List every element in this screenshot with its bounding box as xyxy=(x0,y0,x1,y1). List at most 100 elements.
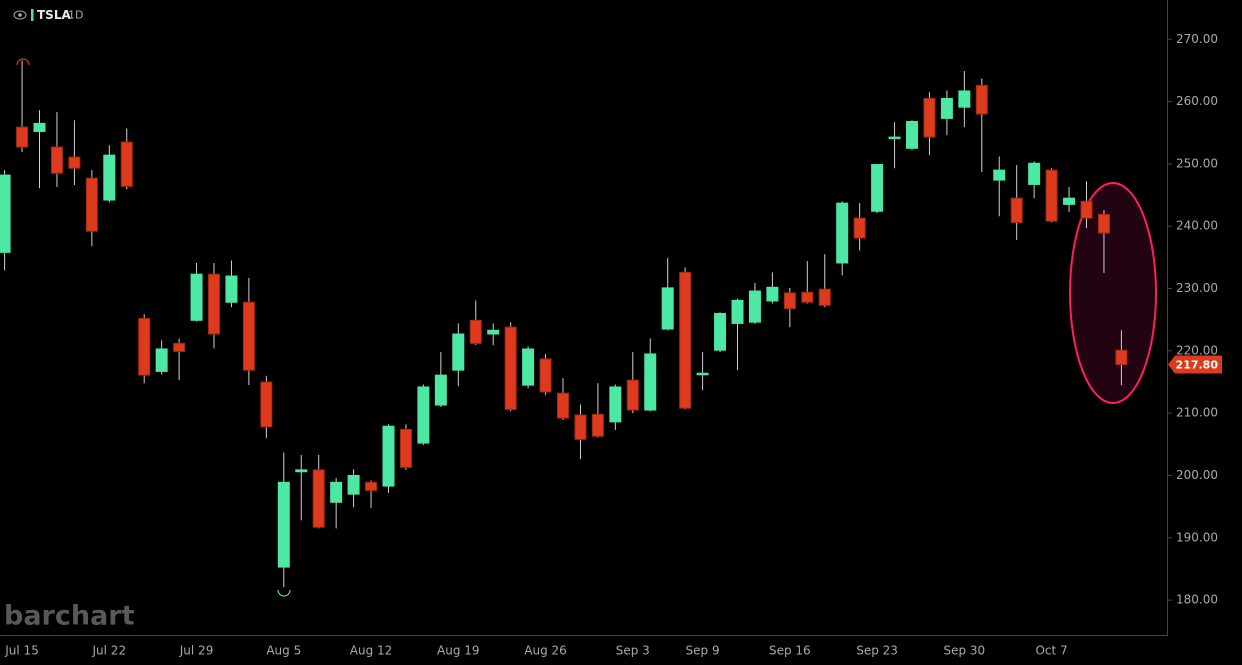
candle-body xyxy=(330,481,343,503)
y-tick-label: 220.00 xyxy=(1176,343,1218,357)
candle-body xyxy=(539,358,552,393)
candle-body xyxy=(783,292,796,309)
x-tick-label: Sep 23 xyxy=(856,644,898,658)
candle-body xyxy=(173,342,186,352)
candle-body xyxy=(888,136,901,140)
candle-body xyxy=(714,312,727,351)
candle-body xyxy=(312,469,325,528)
candle-body xyxy=(190,273,203,321)
x-tick-label: Aug 26 xyxy=(524,644,567,658)
candle-body xyxy=(208,273,220,335)
x-tick-label: Aug 5 xyxy=(266,644,301,658)
x-tick-label: Aug 19 xyxy=(437,644,480,658)
candle-body xyxy=(225,275,238,303)
candle-body xyxy=(504,326,517,410)
candle-body xyxy=(1115,349,1128,366)
candle-body xyxy=(33,122,46,132)
y-tick-label: 260.00 xyxy=(1176,94,1218,108)
candle-body xyxy=(452,333,465,371)
candle-body xyxy=(818,288,831,306)
y-tick-label: 190.00 xyxy=(1176,530,1218,544)
candle-body xyxy=(748,290,761,323)
candle-body xyxy=(975,84,988,115)
x-tick-label: Sep 30 xyxy=(943,644,985,658)
candle-body xyxy=(85,177,98,232)
candle-body xyxy=(557,392,569,419)
candle-body xyxy=(958,90,971,108)
candle-body xyxy=(347,474,360,495)
candle-body xyxy=(103,154,116,201)
candle-body xyxy=(399,428,412,468)
y-tick-label: 230.00 xyxy=(1176,281,1218,295)
eye-icon[interactable] xyxy=(13,10,27,20)
candle-body xyxy=(469,319,482,344)
candle-body xyxy=(68,156,81,169)
y-tick-label: 270.00 xyxy=(1176,32,1218,46)
candle-body xyxy=(644,353,657,411)
x-tick-label: Jul 29 xyxy=(179,644,214,658)
candle-body xyxy=(50,146,63,174)
candle-body xyxy=(679,271,692,409)
candle-body xyxy=(1045,169,1058,222)
candle-body xyxy=(487,329,500,335)
watermark: barchart xyxy=(4,601,135,632)
candle-body xyxy=(1097,213,1110,234)
x-tick-label: Oct 7 xyxy=(1035,644,1067,658)
candle-body xyxy=(120,141,133,187)
candle-body xyxy=(731,299,744,324)
candle-body xyxy=(1080,200,1093,219)
candle-body xyxy=(1028,162,1041,185)
candle-body xyxy=(993,169,1006,181)
candle-body xyxy=(661,287,674,330)
candle-body xyxy=(1063,197,1076,205)
symbol-marker xyxy=(31,9,34,21)
candle-body xyxy=(138,317,151,376)
candle-body xyxy=(0,174,11,253)
candle-body xyxy=(260,381,273,428)
candle-body xyxy=(940,97,953,119)
x-tick-label: Jul 22 xyxy=(92,644,127,658)
candle-body xyxy=(766,286,779,302)
x-tick-label: Sep 16 xyxy=(769,644,811,658)
candle-body xyxy=(574,414,587,440)
candle-body xyxy=(242,301,255,371)
candle-body xyxy=(382,425,395,487)
y-tick-label: 200.00 xyxy=(1176,468,1218,482)
candle-body xyxy=(365,481,378,491)
candle-body xyxy=(836,202,849,264)
candle-body xyxy=(1010,197,1023,223)
candle-body xyxy=(609,386,622,423)
header: TSLA 1D xyxy=(13,8,83,22)
candle-body xyxy=(906,121,918,149)
candle-body xyxy=(16,126,29,148)
candle-body xyxy=(155,348,168,372)
candle-body xyxy=(295,469,308,473)
x-tick-label: Sep 3 xyxy=(616,644,650,658)
y-tick-label: 240.00 xyxy=(1176,219,1218,233)
candle-body xyxy=(923,97,936,138)
candle-body xyxy=(591,413,604,437)
last-price-label: 217.80 xyxy=(1176,359,1219,372)
highlight-ellipse xyxy=(1069,182,1157,404)
candle-body xyxy=(522,348,535,386)
candle-body xyxy=(853,217,866,239)
x-tick-label: Aug 12 xyxy=(350,644,393,658)
candle-body xyxy=(871,164,884,212)
high-marker xyxy=(16,58,30,66)
candle-body xyxy=(801,291,814,303)
x-tick-label: Sep 9 xyxy=(686,644,720,658)
plot-area xyxy=(0,60,1128,588)
x-tick-label: Jul 15 xyxy=(4,644,39,658)
candle-body xyxy=(626,379,639,411)
last-price-tag xyxy=(1168,355,1222,374)
y-tick-label: 250.00 xyxy=(1176,156,1218,170)
interval[interactable]: 1D xyxy=(68,9,83,22)
y-tick-label: 210.00 xyxy=(1176,406,1218,420)
candle-body xyxy=(277,481,290,568)
low-marker xyxy=(277,589,291,597)
symbol[interactable]: TSLA xyxy=(37,8,71,22)
candle-body xyxy=(434,374,447,406)
eye-pupil xyxy=(18,13,22,17)
